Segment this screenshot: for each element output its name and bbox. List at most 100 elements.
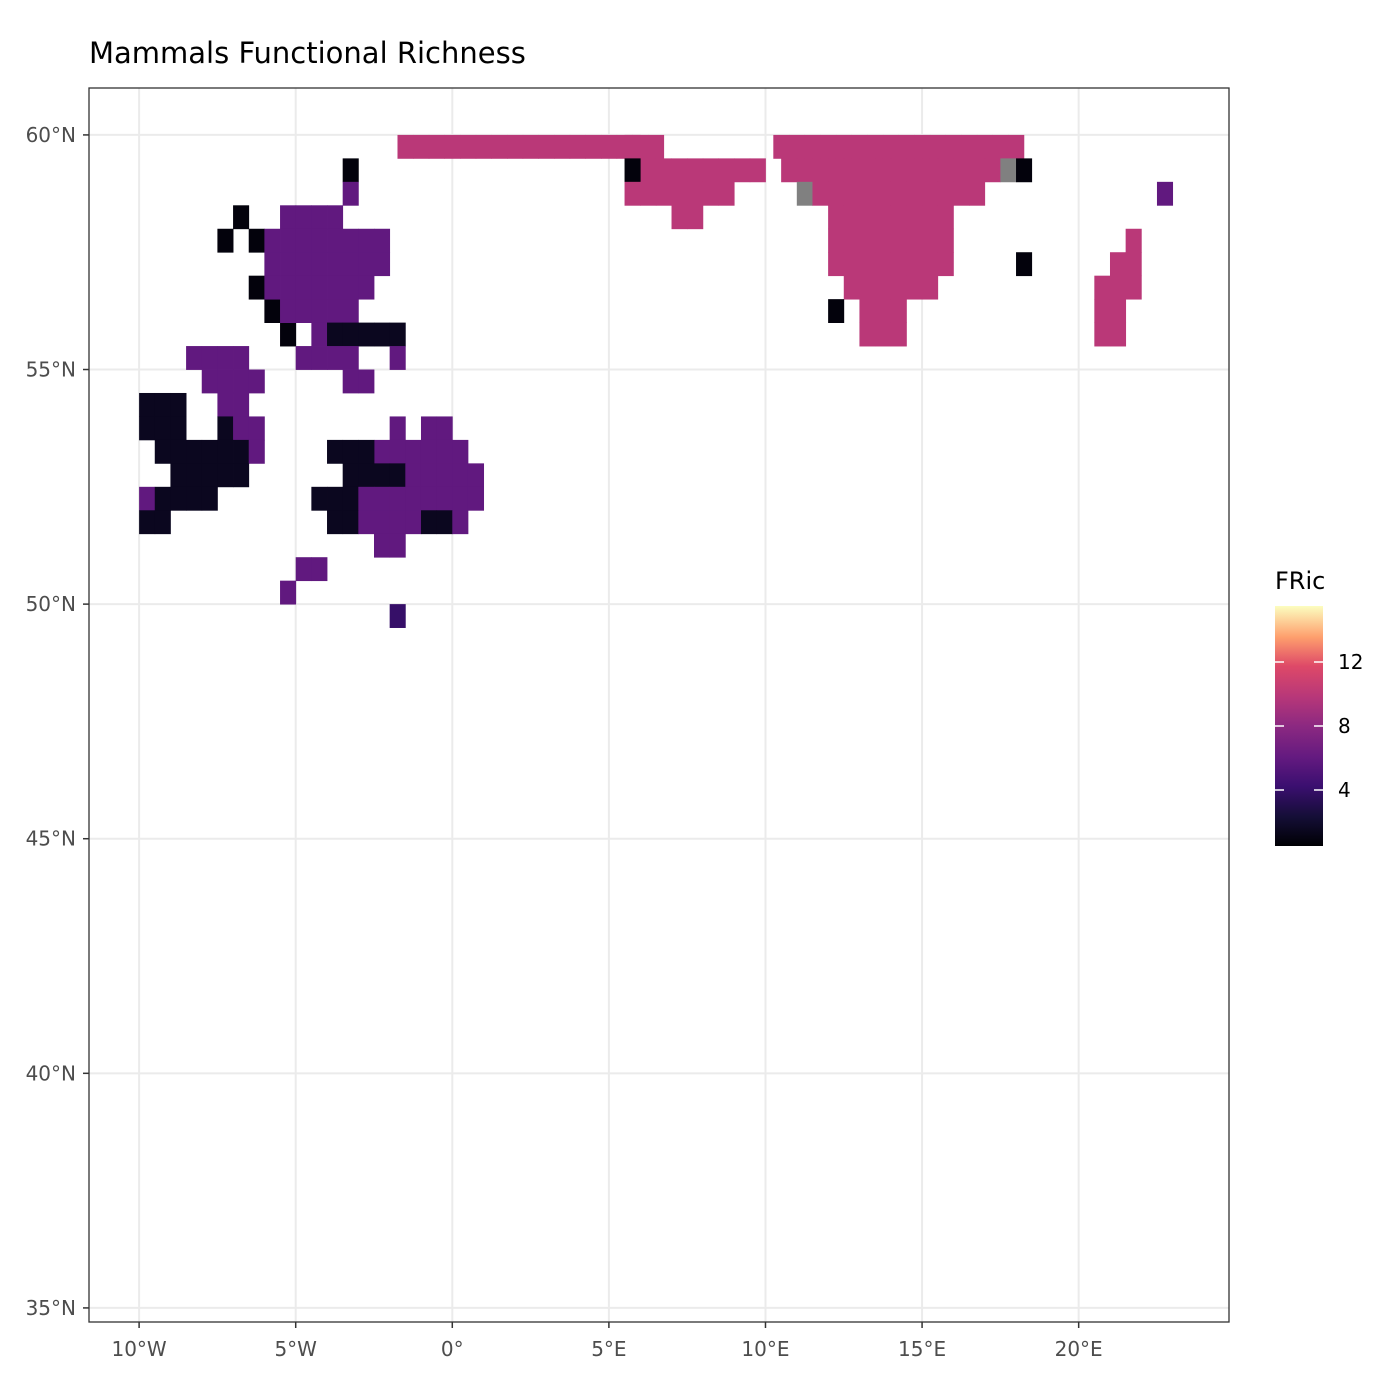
grid-cell	[358, 322, 375, 347]
grid-cell	[342, 346, 359, 370]
grid-cell	[1109, 299, 1127, 324]
grid-cell	[953, 158, 970, 183]
grid-cell	[671, 181, 688, 206]
grid-cell	[413, 134, 430, 159]
grid-cell	[624, 181, 641, 206]
grid-cell	[342, 322, 359, 347]
grid-cell	[640, 181, 657, 206]
grid-cell	[295, 557, 312, 582]
grid-cell	[358, 510, 375, 535]
grid-cell	[601, 134, 618, 159]
grid-cell	[749, 158, 766, 183]
grid-cell	[436, 439, 453, 464]
grid-cell	[342, 510, 359, 535]
grid-cell	[295, 346, 312, 370]
grid-cell	[374, 463, 391, 488]
grid-cell	[796, 158, 813, 183]
grid-cell	[280, 275, 297, 300]
grid-cell	[1109, 322, 1127, 347]
grid-cell	[569, 134, 586, 159]
grid-cell	[906, 158, 923, 183]
grid-cell	[420, 416, 438, 441]
grid-cell	[436, 416, 453, 441]
grid-cell	[687, 181, 704, 206]
grid-cell	[828, 205, 845, 230]
grid-cell	[624, 134, 641, 159]
grid-cell	[264, 252, 281, 277]
grid-cell	[233, 346, 250, 370]
grid-cell	[248, 369, 265, 394]
grid-cell	[859, 205, 876, 230]
grid-cell	[867, 134, 884, 159]
grid-cell	[875, 158, 892, 183]
grid-cell	[906, 252, 923, 277]
cells-layer	[139, 134, 1174, 628]
grid-cell	[170, 439, 187, 464]
grid-cell	[311, 346, 328, 370]
grid-cell	[436, 463, 453, 488]
grid-cell	[671, 205, 688, 230]
grid-cell	[170, 416, 187, 441]
grid-cell	[992, 134, 1009, 159]
grid-cell	[890, 228, 907, 253]
grid-cell	[624, 158, 641, 183]
grid-cell	[374, 510, 391, 535]
grid-cell	[233, 369, 250, 394]
grid-cell	[655, 158, 672, 183]
grid-cell	[358, 228, 375, 253]
grid-cell	[828, 252, 845, 277]
grid-cell	[154, 439, 171, 464]
grid-cell	[859, 299, 876, 324]
grid-cell	[976, 134, 993, 159]
grid-cell	[295, 275, 312, 300]
x-tick-label: 20°E	[1055, 1337, 1103, 1361]
grid-cell	[843, 158, 860, 183]
grid-cell	[342, 486, 359, 511]
grid-cell	[342, 369, 359, 394]
grid-cell	[1109, 275, 1127, 300]
x-tick-label: 10°E	[741, 1337, 789, 1361]
grid-cell	[937, 228, 954, 253]
grid-cell	[248, 416, 265, 441]
grid-cell	[906, 205, 923, 230]
grid-cell	[217, 392, 234, 417]
grid-cell	[397, 134, 414, 159]
grid-cell	[890, 252, 907, 277]
grid-cell	[389, 510, 406, 535]
grid-cell	[890, 275, 907, 300]
grid-cell	[405, 463, 422, 488]
grid-cell	[953, 181, 970, 206]
grid-cell	[327, 228, 344, 253]
grid-cell	[875, 299, 892, 324]
grid-cell	[217, 369, 234, 394]
grid-cell	[280, 252, 297, 277]
grid-cell	[1125, 252, 1142, 277]
grid-cell	[358, 275, 375, 300]
grid-cell	[311, 557, 328, 582]
grid-cell	[828, 299, 845, 324]
grid-cell	[342, 158, 359, 183]
grid-cell	[828, 181, 845, 206]
grid-cell	[170, 392, 187, 417]
grid-cell	[1008, 134, 1025, 159]
grid-cell	[585, 134, 602, 159]
grid-cell	[311, 228, 328, 253]
grid-cell	[875, 322, 892, 347]
grid-cell	[295, 228, 312, 253]
grid-cell	[342, 252, 359, 277]
grid-cell	[922, 252, 939, 277]
grid-cell	[452, 463, 469, 488]
grid-cell	[875, 228, 892, 253]
grid-cell	[295, 252, 312, 277]
grid-cell	[233, 392, 250, 417]
grid-cell	[640, 158, 657, 183]
grid-cell	[405, 439, 422, 464]
y-tick-label: 40°N	[26, 1061, 76, 1085]
grid-cell	[922, 275, 939, 300]
grid-cell	[201, 439, 218, 464]
x-tick-label: 5°W	[274, 1337, 317, 1361]
grid-cell	[467, 463, 485, 488]
grid-cell	[280, 322, 297, 347]
grid-cell	[828, 228, 845, 253]
